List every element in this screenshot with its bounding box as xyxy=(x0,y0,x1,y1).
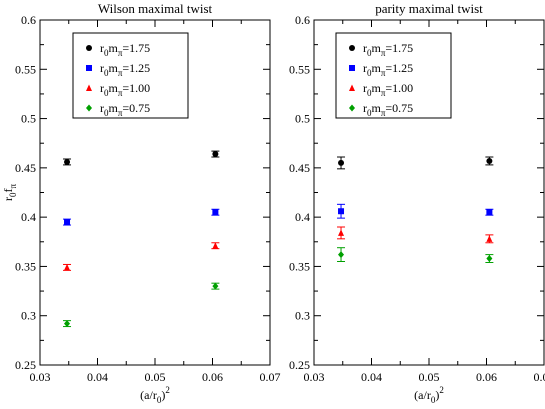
x-tick-label: 0.03 xyxy=(304,370,325,384)
x-tick-label: 0.03 xyxy=(30,370,51,384)
legend-marker xyxy=(86,65,92,71)
legend-marker xyxy=(86,45,92,51)
x-label-sup: 2 xyxy=(165,385,170,395)
series-4 xyxy=(337,248,493,263)
x-tick-label: 0.07 xyxy=(260,370,281,384)
legend-label-value: =0.75 xyxy=(122,101,150,115)
y-tick-label: 0.3 xyxy=(21,309,36,323)
x-tick-label: 0.06 xyxy=(202,370,223,384)
data-point xyxy=(212,209,218,215)
x-axis-label: (a/r0)2 xyxy=(140,385,170,404)
x-tick-label: 0.05 xyxy=(419,370,440,384)
data-point xyxy=(64,219,70,225)
legend-label-value: =1.75 xyxy=(122,41,150,55)
data-point xyxy=(338,251,344,258)
data-point xyxy=(486,209,492,215)
series-4 xyxy=(63,283,219,327)
y-tick-label: 0.6 xyxy=(295,13,310,27)
y-tick-label: 0.5 xyxy=(21,112,36,126)
series-1 xyxy=(63,151,219,165)
y-tick-label: 0.55 xyxy=(289,62,310,76)
data-point xyxy=(338,160,344,166)
legend-label-value: =1.00 xyxy=(122,81,150,95)
x-tick-label: 0.05 xyxy=(145,370,166,384)
y-label-sub2: π xyxy=(8,184,18,189)
y-tick-label: 0.25 xyxy=(15,358,36,372)
data-point xyxy=(64,320,70,327)
data-point xyxy=(64,159,70,165)
legend-label-value: =1.00 xyxy=(385,81,413,95)
x-tick-label: 0.04 xyxy=(361,370,382,384)
x-tick-label: 0.07 xyxy=(534,370,545,384)
legend-marker xyxy=(349,65,355,71)
chart-title: Wilson maximal twist xyxy=(98,1,213,16)
data-point xyxy=(486,235,492,242)
data-point xyxy=(486,255,492,262)
panel-1: Wilson maximal twist 0.03 0.04 0.05 0.06 0.07… xyxy=(1,1,281,404)
x-tick-label: 0.04 xyxy=(87,370,108,384)
chart-title: parity maximal twist xyxy=(375,1,483,16)
series-1 xyxy=(337,157,493,169)
y-axis-label: r0fπ xyxy=(1,184,18,202)
legend-label-value: =1.25 xyxy=(385,61,413,75)
y-tick-label: 0.3 xyxy=(295,309,310,323)
y-tick-label: 0.4 xyxy=(295,210,310,224)
panel-2: parity maximal twist 0.03 0.04 0.05 0.06 0.07… xyxy=(289,1,545,404)
x-label-main: (a/r xyxy=(414,388,431,402)
y-tick-label: 0.5 xyxy=(295,112,310,126)
data-point xyxy=(486,158,492,164)
x-label-main: (a/r xyxy=(140,388,157,402)
data-point xyxy=(212,283,218,290)
legend-marker xyxy=(349,45,355,51)
series-3 xyxy=(337,227,493,243)
legend-label-value: =0.75 xyxy=(385,101,413,115)
y-tick-label: 0.45 xyxy=(289,161,310,175)
x-label-sup: 2 xyxy=(439,385,444,395)
y-tick-label: 0.35 xyxy=(15,259,36,273)
y-tick-label: 0.25 xyxy=(289,358,310,372)
x-tick-label: 0.06 xyxy=(476,370,497,384)
series-3 xyxy=(63,242,219,270)
legend-label-value: =1.75 xyxy=(385,41,413,55)
data-point xyxy=(338,208,344,214)
y-tick-label: 0.4 xyxy=(21,210,36,224)
legend-label-value: =1.25 xyxy=(122,61,150,75)
data-point xyxy=(338,229,344,236)
data-point xyxy=(212,151,218,157)
y-tick-label: 0.6 xyxy=(21,13,36,27)
y-tick-label: 0.45 xyxy=(15,161,36,175)
series-2 xyxy=(337,204,493,218)
y-tick-label: 0.35 xyxy=(289,259,310,273)
x-axis-label: (a/r0)2 xyxy=(414,385,444,404)
series-2 xyxy=(63,209,219,225)
y-tick-label: 0.55 xyxy=(15,62,36,76)
